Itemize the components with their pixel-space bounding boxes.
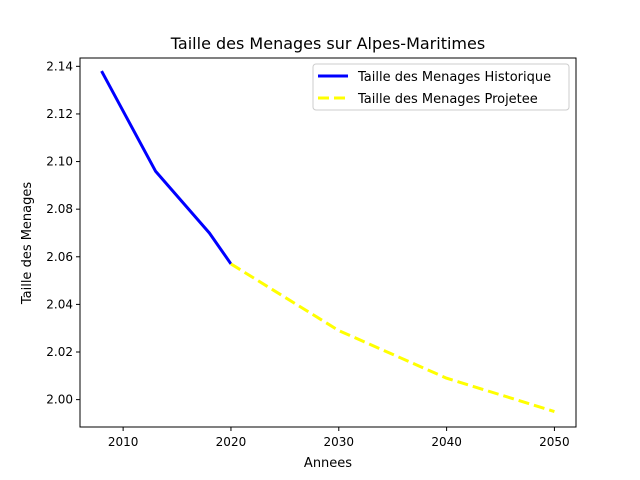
y-tick-label: 2.10 (46, 155, 73, 169)
y-tick-label: 2.04 (46, 297, 73, 311)
legend-label-historique: Taille des Menages Historique (357, 70, 551, 85)
y-axis-label: Taille des Menages (20, 182, 35, 306)
legend-box (312, 63, 570, 111)
x-tick-label: 2040 (431, 435, 462, 449)
x-tick-label: 2030 (324, 435, 355, 449)
legend: Taille des Menages Historique Taille des… (312, 63, 570, 111)
x-tick-label: 2050 (539, 435, 570, 449)
y-axis-ticks: 2.00 2.02 2.04 2.06 2.08 2.10 2.12 2.14 (46, 59, 80, 407)
y-tick-label: 2.02 (46, 345, 73, 359)
x-axis-ticks: 2010 2020 2030 2040 2050 (108, 427, 570, 449)
x-axis-label: Annees (304, 456, 352, 471)
x-tick-label: 2020 (216, 435, 247, 449)
chart-title: Taille des Menages sur Alpes-Maritimes (170, 34, 485, 53)
legend-label-projetee: Taille des Menages Projetee (357, 92, 538, 107)
y-tick-label: 2.06 (46, 250, 73, 264)
plot-frame (79, 57, 577, 428)
y-tick-label: 2.14 (46, 59, 73, 73)
x-tick-label: 2010 (108, 435, 139, 449)
series-line-projetee (230, 262, 555, 413)
y-tick-label: 2.00 (46, 393, 73, 407)
y-tick-label: 2.12 (46, 107, 73, 121)
y-tick-label: 2.08 (46, 202, 73, 216)
series-line-historique (100, 70, 233, 265)
series-layer (100, 70, 555, 413)
